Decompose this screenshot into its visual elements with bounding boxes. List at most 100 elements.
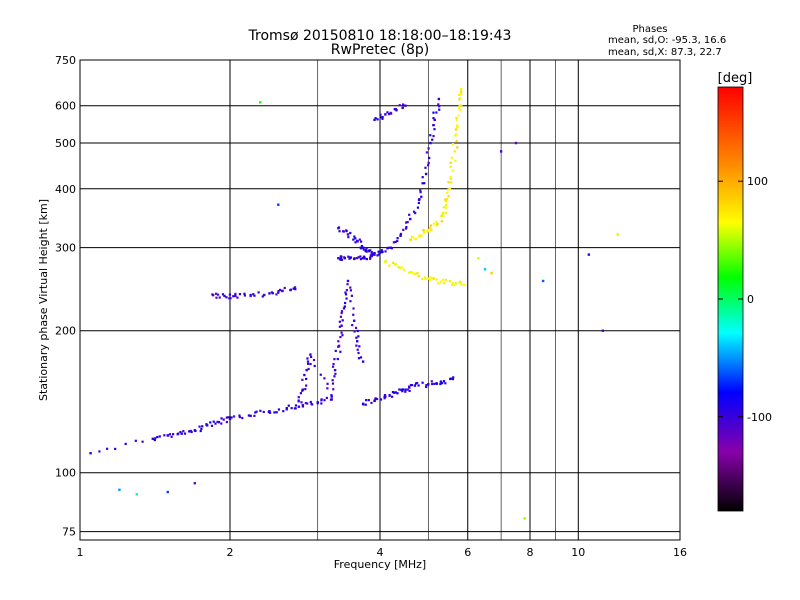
data-point [455,116,458,120]
data-point [454,282,457,285]
data-point [280,289,284,293]
data-point [458,104,461,107]
data-point [252,293,255,296]
data-point [373,118,376,122]
data-point [340,255,343,258]
data-point [357,357,361,360]
data-point [378,251,382,254]
data-point [425,384,428,387]
data-point [309,355,313,359]
data-point [323,377,326,380]
data-point [297,405,301,408]
data-point [352,238,355,241]
data-point [311,403,314,406]
data-point [449,176,452,179]
data-point [209,421,212,424]
data-point [183,432,187,435]
data-point [336,357,339,361]
data-point [356,329,359,333]
data-point [333,358,336,361]
data-point [205,423,208,426]
data-point [427,228,430,232]
data-point [454,128,457,131]
data-point [368,249,371,252]
data-point [616,233,619,236]
data-point [333,375,336,378]
data-point [351,324,354,327]
data-point [447,181,450,184]
data-point [383,394,387,397]
data-point [346,233,350,236]
data-point [389,246,392,249]
data-point [205,424,209,427]
data-point [365,399,368,402]
data-point [294,407,297,410]
data-point [338,320,341,323]
data-point [458,281,461,284]
data-point [342,307,346,310]
data-point [367,399,370,402]
data-point [444,198,447,201]
data-point [541,279,545,283]
data-point [236,296,239,299]
x-tick-label: 6 [464,546,471,559]
data-point [422,231,426,235]
data-point [225,296,228,299]
data-point [158,435,161,438]
data-point [444,278,447,282]
data-point [364,248,368,251]
data-point [459,97,462,100]
data-point [442,282,446,285]
data-point [450,283,454,286]
data-point [331,365,335,368]
data-point [430,380,433,383]
data-point [255,410,258,413]
data-point [454,133,458,136]
data-point [230,416,233,419]
data-point [449,377,452,380]
data-point [341,319,344,322]
data-point [134,439,137,442]
data-point [406,220,409,224]
data-point [163,434,166,437]
data-point [182,430,185,433]
data-point [268,410,271,413]
data-point [334,349,337,353]
data-point [365,246,368,250]
data-point [355,340,359,343]
data-point [433,382,436,386]
data-point [339,335,342,339]
data-point [438,108,441,111]
data-point [381,115,384,119]
data-point [459,90,463,94]
data-point [227,416,230,419]
data-point [384,395,387,398]
data-point [427,230,430,233]
data-point [361,256,365,260]
data-point [154,437,157,440]
data-point [456,124,459,127]
data-point [451,377,455,381]
data-point [309,400,312,404]
data-point [408,385,411,388]
data-point [427,277,430,280]
data-point [379,113,382,116]
colorbar-label: [deg] [718,71,753,86]
data-point [409,217,412,221]
data-point [514,141,518,145]
data-point [297,399,300,402]
data-point [454,159,457,162]
data-point [380,249,383,252]
data-point [362,403,365,406]
data-point [359,255,362,258]
data-point [345,230,348,233]
data-point [199,429,202,433]
data-point [437,97,441,101]
data-point [425,385,428,389]
data-point [421,176,424,179]
data-point [343,256,346,259]
data-point [433,128,436,131]
data-point [394,263,397,266]
data-point [451,282,455,285]
data-point [459,88,463,91]
